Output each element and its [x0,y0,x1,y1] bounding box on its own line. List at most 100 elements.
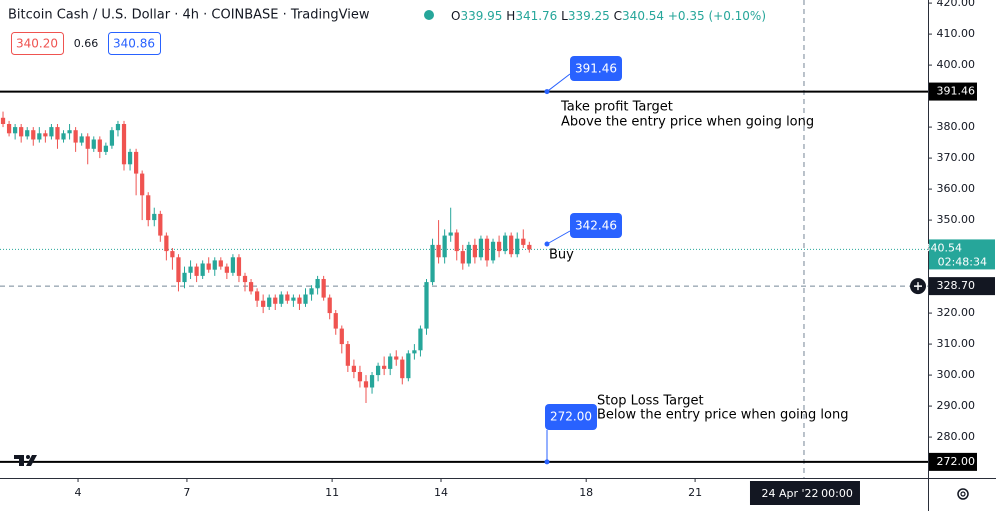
callout-box [545,404,597,430]
candle-body [0,117,6,124]
candle-body [61,133,66,140]
ask-box[interactable] [108,32,161,55]
bid-box[interactable] [11,32,64,55]
candle-body [436,244,441,258]
y-tick-label: 280.00 [937,430,976,443]
candle-body [97,139,102,152]
candle-body [37,133,42,140]
y-tick-label: 360.00 [937,182,976,195]
candle-body [291,297,296,301]
legend-value: 341.76 [515,9,557,23]
settings-icon[interactable] [957,488,969,500]
callout-box [570,56,622,81]
annotation-text: Buy [549,248,574,263]
last-price-label: 340.54 [924,241,963,254]
legend-label: L [561,9,568,23]
candle-body [91,139,96,149]
status-dot [424,10,434,20]
candle-body [297,297,302,304]
candle-body [67,130,72,134]
ask-price: 340.86 [113,37,155,51]
x-tick-label: 4 [75,486,82,499]
y-tick-label: 410.00 [937,27,976,40]
candle-body [158,213,163,236]
callout-box [570,213,622,238]
y-tick-label: 420.00 [937,0,976,9]
candle-body [218,260,223,267]
x-tick-label: 14 [434,486,448,499]
target-price-box [929,82,977,101]
candle-body [509,235,514,255]
candle-body [315,278,320,289]
candle-body [115,123,121,131]
candle-body [430,244,435,283]
legend-value: 339.25 [568,9,610,23]
legend-change: +0.35 (+0.10%) [668,9,766,23]
plot-area [0,0,928,478]
candle-body [19,127,24,137]
callout-anchor [544,89,550,95]
candle-body [496,241,502,252]
annotation-text: Above the entry price when going long [561,115,814,130]
candle-body [279,294,284,304]
annotation-text: Stop Loss Target [597,394,704,409]
candle-body [267,297,272,307]
candle-body [388,356,393,369]
y-tick-label: 400.00 [937,58,976,71]
chart-title: Bitcoin Cash / U.S. Dollar · 4h · COINBA… [8,8,370,23]
candle-body [400,359,405,379]
candle-body [424,282,429,329]
candle-body [194,266,199,276]
candle-body [484,238,490,261]
candle-body [85,136,90,149]
candle-body [345,344,350,366]
y-tick-label: 370.00 [937,151,976,164]
candle-body [418,328,423,351]
candle-body [285,294,290,301]
candle-body [73,130,78,143]
candle-body [176,257,181,283]
candle-body [303,294,308,304]
candle-body [357,371,363,382]
candle-body [242,275,248,283]
candle-body [170,251,175,258]
candle-body [460,251,465,264]
y-tick-label: 290.00 [937,399,976,412]
candle-body [327,297,332,314]
callout-label: 391.46 [575,62,617,76]
legend-label: H [506,9,515,23]
legend-label: O [451,9,460,23]
candle-body [515,238,520,255]
candle-body [490,241,496,261]
candle-body [200,263,205,276]
candle-body [13,127,18,134]
tradingview-logo [14,455,37,466]
callout-label: 342.46 [575,219,617,233]
spread: 0.66 [74,37,99,50]
candle-body [351,365,357,372]
annotation-text: Take profit Target [560,100,673,115]
candle-body [127,151,133,165]
candle-body [321,278,326,298]
candle-body [224,266,229,273]
x-tick-label: 18 [579,486,593,499]
candle-body [448,232,453,236]
legend-value: 339.95 [460,9,502,23]
crosshair-date-label: 24 Apr '22 [761,487,818,500]
candle-body [273,297,278,304]
candle-body [43,133,48,137]
callout-connector [546,73,571,92]
candle-body [133,151,139,174]
x-tick-label: 7 [183,486,190,499]
candle-body [254,291,260,301]
candle-body [152,213,157,221]
candle-body [206,263,211,270]
annotation-text: Below the entry price when going long [597,408,848,423]
candle-body [146,195,151,221]
candle-body [212,260,217,270]
candle-body [382,365,387,369]
candle-body [412,350,417,354]
candle-body [230,257,236,273]
candle-body [109,130,115,146]
